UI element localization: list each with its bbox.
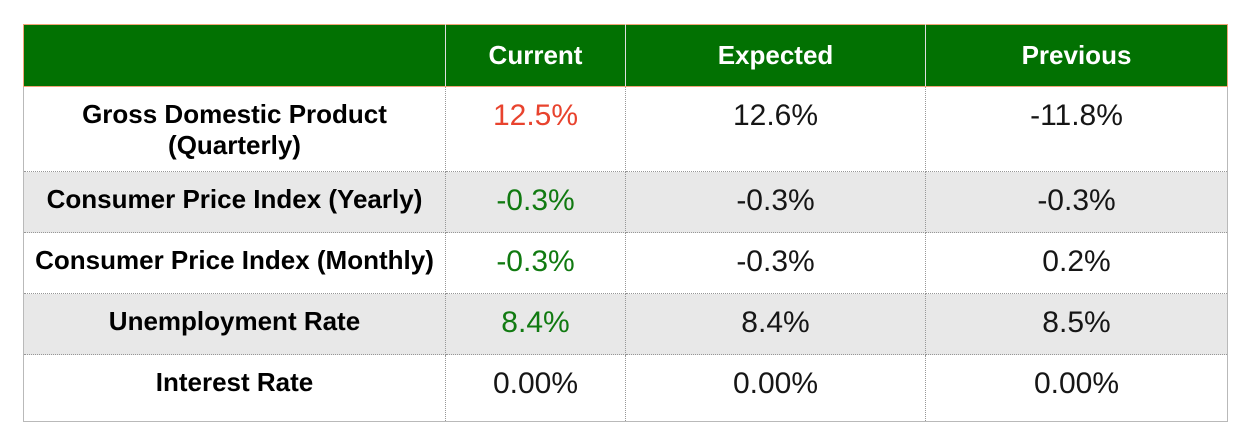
row-label: Gross Domestic Product (Quarterly) — [23, 86, 446, 172]
table-row-interest-rate: Interest Rate 0.00% 0.00% 0.00% — [23, 354, 1228, 422]
column-header-expected: Expected — [625, 24, 926, 87]
expected-value: 12.6% — [625, 86, 926, 172]
table-row-unemployment-rate: Unemployment Rate 8.4% 8.4% 8.5% — [23, 293, 1228, 355]
row-label: Unemployment Rate — [23, 293, 446, 355]
current-value: -0.3% — [445, 232, 626, 294]
header-row: Current Expected Previous — [23, 24, 1228, 87]
row-label: Interest Rate — [23, 354, 446, 422]
current-value: 0.00% — [445, 354, 626, 422]
previous-value: -0.3% — [925, 171, 1228, 233]
current-value: -0.3% — [445, 171, 626, 233]
expected-value: -0.3% — [625, 171, 926, 233]
economic-indicators-table: Current Expected Previous Gross Domestic… — [23, 24, 1228, 422]
previous-value: 0.00% — [925, 354, 1228, 422]
column-header-previous: Previous — [925, 24, 1228, 87]
expected-value: 8.4% — [625, 293, 926, 355]
previous-value: 8.5% — [925, 293, 1228, 355]
row-label: Consumer Price Index (Monthly) — [23, 232, 446, 294]
corner-header-cell — [23, 24, 446, 87]
expected-value: -0.3% — [625, 232, 926, 294]
current-value: 12.5% — [445, 86, 626, 172]
expected-value: 0.00% — [625, 354, 926, 422]
table-row-gdp-quarterly: Gross Domestic Product (Quarterly) 12.5%… — [23, 86, 1228, 172]
table-row-cpi-monthly: Consumer Price Index (Monthly) -0.3% -0.… — [23, 232, 1228, 294]
table-row-cpi-yearly: Consumer Price Index (Yearly) -0.3% -0.3… — [23, 171, 1228, 233]
previous-value: -11.8% — [925, 86, 1228, 172]
previous-value: 0.2% — [925, 232, 1228, 294]
column-header-current: Current — [445, 24, 626, 87]
row-label: Consumer Price Index (Yearly) — [23, 171, 446, 233]
current-value: 8.4% — [445, 293, 626, 355]
